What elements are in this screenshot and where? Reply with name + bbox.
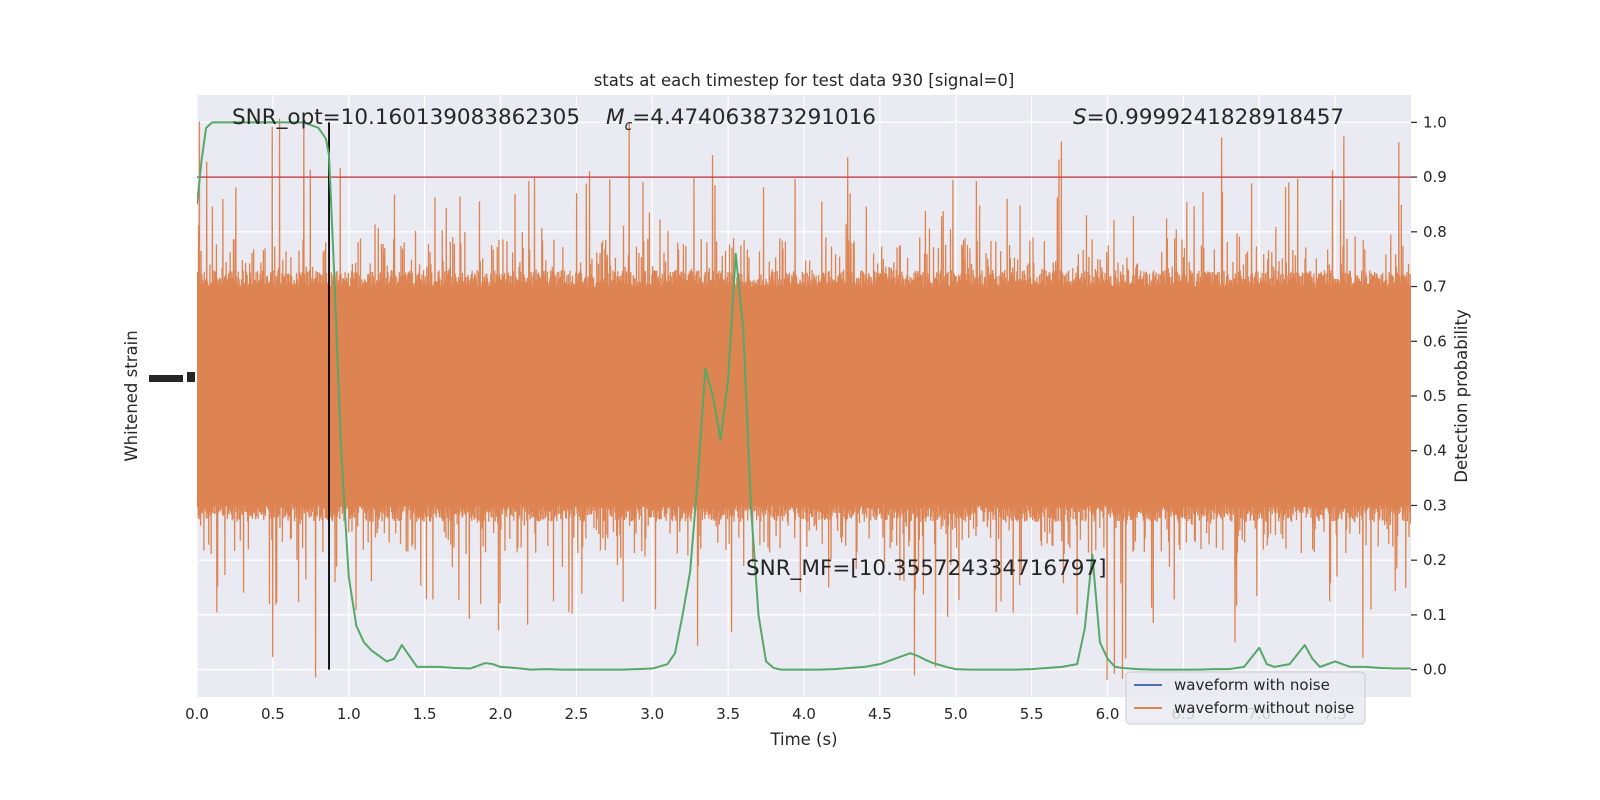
y-tick-label-4: 0.4: [1423, 442, 1447, 460]
y-tick-label-9: 0.9: [1423, 168, 1447, 186]
s-symbol: S: [1073, 105, 1087, 130]
x-tick-label-5: 2.5: [564, 705, 588, 723]
annotation-chirp-mass: Mc=4.474063873291016: [606, 105, 876, 134]
legend: waveform with noise waveform without noi…: [1125, 671, 1366, 725]
mc-symbol: M: [606, 105, 625, 130]
series-noise-band-core: [197, 286, 1411, 506]
x-tick-label-9: 4.5: [868, 705, 892, 723]
x-tick-label-10: 5.0: [944, 705, 968, 723]
x-tick-label-12: 6.0: [1096, 705, 1120, 723]
x-tick-label-1: 0.5: [261, 705, 285, 723]
y-axis-label-left: Whitened strain: [122, 330, 141, 461]
y-tick-label-2: 0.2: [1423, 551, 1447, 569]
series-detection-probability: [197, 121, 1411, 671]
annotation-s: S=0.9999241828918457: [1073, 105, 1344, 130]
mc-value: =4.474063873291016: [632, 105, 876, 130]
annotation-snr-opt: SNR_opt=10.160139083862305: [232, 105, 580, 130]
legend-entry-without-noise: waveform without noise: [1174, 699, 1354, 717]
y-tick-label-7: 0.7: [1423, 278, 1447, 296]
chart-title: stats at each timestep for test data 930…: [594, 71, 1015, 90]
x-tick-label-2: 1.0: [337, 705, 361, 723]
x-tick-label-3: 1.5: [413, 705, 437, 723]
x-tick-label-0: 0.0: [185, 705, 209, 723]
annotation-snr-mf: SNR_MF=[10.355724334716797]: [746, 556, 1107, 581]
x-tick-label-4: 2.0: [489, 705, 513, 723]
series-waveform-without-noise: [197, 118, 1411, 680]
left-axis-ticks-overlap: [149, 375, 183, 382]
x-tick-label-11: 5.5: [1020, 705, 1044, 723]
y-tick-label-6: 0.6: [1423, 332, 1447, 350]
x-tick-label-6: 3.0: [640, 705, 664, 723]
x-axis-label: Time (s): [769, 730, 837, 749]
y-tick-label-8: 0.8: [1423, 223, 1447, 241]
y-tick-label-5: 0.5: [1423, 387, 1447, 405]
x-tick-label-7: 3.5: [716, 705, 740, 723]
s-value: =0.9999241828918457: [1087, 105, 1344, 130]
y-tick-label-0: 0.0: [1423, 661, 1447, 679]
left-axis-tick-mark: [187, 372, 195, 382]
legend-entry-with-noise: waveform with noise: [1174, 676, 1330, 694]
plot-area: [149, 95, 1411, 697]
mc-subscript: c: [625, 118, 633, 134]
y-tick-label-3: 0.3: [1423, 496, 1447, 514]
y-axis-ticks-right: 0.0 0.1 0.2 0.3 0.4 0.5 0.6 0.7 0.8 0.9 1.0: [1411, 113, 1447, 679]
legend-box: [1125, 671, 1366, 725]
y-tick-label-1: 0.1: [1423, 606, 1447, 624]
y-axis-label-right: Detection probability: [1452, 309, 1471, 483]
y-tick-label-10: 1.0: [1423, 113, 1447, 131]
x-tick-label-8: 4.0: [792, 705, 816, 723]
